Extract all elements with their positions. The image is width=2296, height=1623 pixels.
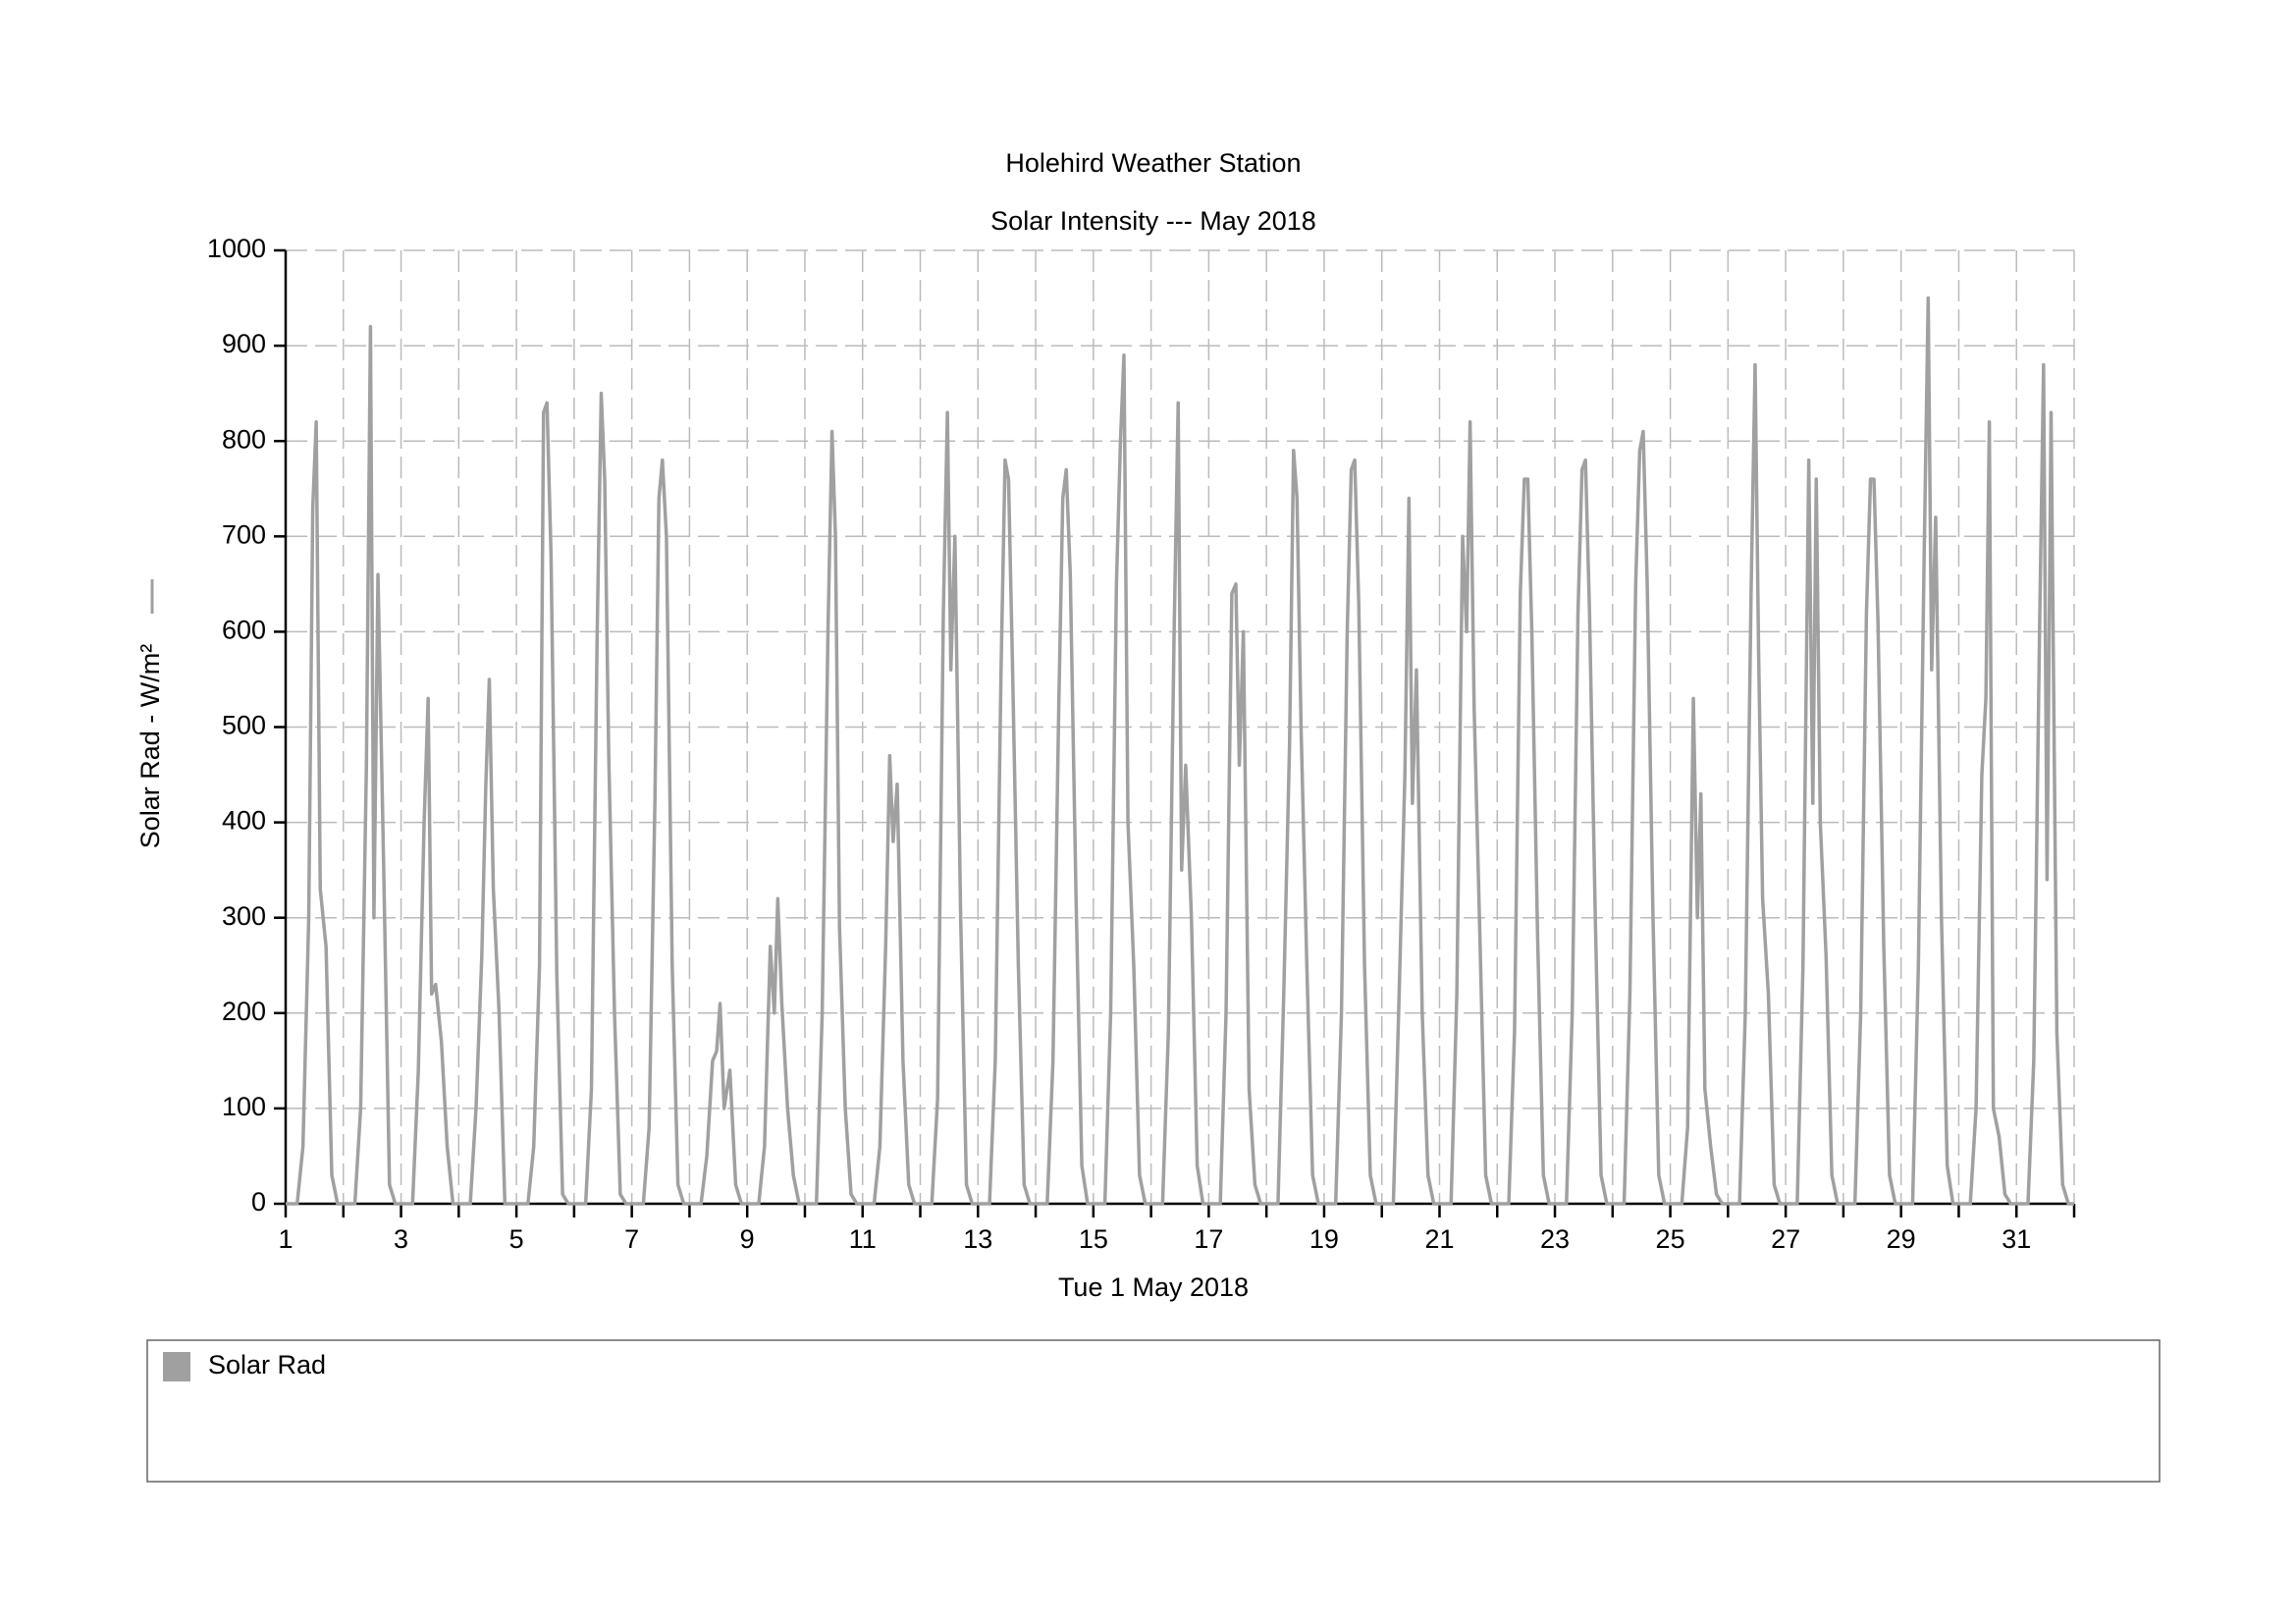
x-tick-label: 21 [1424, 1224, 1454, 1254]
x-tick-label: 11 [849, 1224, 877, 1254]
x-tick-label: 27 [1771, 1224, 1800, 1254]
y-axis-label: Solar Rad - W/m² [135, 644, 165, 849]
x-tick-label: 23 [1540, 1224, 1570, 1254]
x-tick-label: 17 [1194, 1224, 1223, 1254]
x-tick-label: 9 [740, 1224, 755, 1254]
y-tick-label: 0 [251, 1187, 266, 1217]
y-tick-label: 900 [222, 329, 266, 358]
x-tick-label: 13 [963, 1224, 992, 1254]
y-tick-label: 300 [222, 901, 266, 931]
chart-title: Holehird Weather Station [1005, 148, 1301, 178]
x-tick-label: 5 [509, 1224, 524, 1254]
x-tick-label: 29 [1887, 1224, 1916, 1254]
y-tick-label: 600 [222, 616, 266, 645]
x-axis-label: Tue 1 May 2018 [1058, 1272, 1249, 1302]
legend-label: Solar Rad [208, 1350, 326, 1380]
x-tick-label: 3 [394, 1224, 408, 1254]
y-tick-label: 500 [222, 711, 266, 740]
legend-box [146, 1339, 2161, 1483]
y-tick-label: 400 [222, 806, 266, 836]
x-tick-label: 31 [2002, 1224, 2031, 1254]
chart-subtitle: Solar Intensity --- May 2018 [990, 206, 1316, 236]
y-tick-label: 1000 [207, 234, 266, 263]
x-tick-label: 1 [278, 1224, 293, 1254]
x-tick-label: 19 [1309, 1224, 1339, 1254]
y-tick-label: 800 [222, 424, 266, 454]
y-tick-label: 100 [222, 1092, 266, 1121]
y-tick-label: 700 [222, 519, 266, 549]
y-tick-label: 200 [222, 997, 266, 1026]
data-line [286, 296, 2074, 1206]
x-tick-label: 15 [1079, 1224, 1108, 1254]
x-tick-label: 7 [624, 1224, 639, 1254]
x-tick-label: 25 [1656, 1224, 1685, 1254]
legend-swatch [163, 1352, 190, 1381]
